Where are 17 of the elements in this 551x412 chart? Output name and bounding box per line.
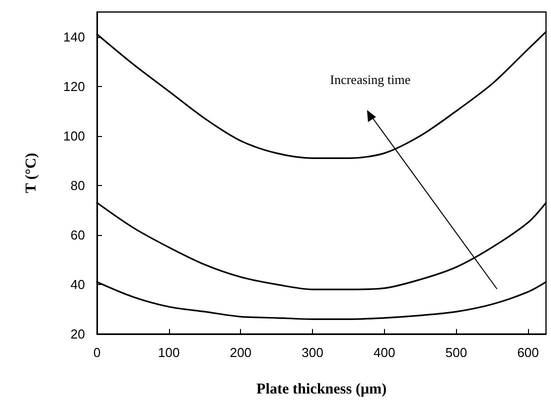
y-tick-label: 80	[70, 178, 85, 193]
y-tick-label: 40	[70, 276, 85, 292]
x-tick-label: 200	[230, 345, 252, 360]
y-tick-label: 20	[70, 326, 85, 342]
y-tick-label: 120	[63, 78, 85, 94]
x-tick-label: 0	[93, 345, 101, 360]
x-tick-label: 400	[374, 345, 396, 360]
x-tick-label: 600	[517, 345, 539, 360]
y-tick-label: 140	[63, 29, 85, 44]
y-tick-label: 100	[63, 128, 85, 144]
y-tick-label: 60	[70, 227, 85, 242]
annotation: Increasing time	[330, 72, 411, 87]
y-axis-title: T (°C)	[24, 152, 40, 194]
x-tick-label: 300	[302, 345, 324, 360]
x-tick-label: 100	[158, 345, 180, 360]
x-tick-label: 500	[445, 345, 468, 360]
x-axis-title: Plate thickness (μm)	[256, 382, 387, 398]
